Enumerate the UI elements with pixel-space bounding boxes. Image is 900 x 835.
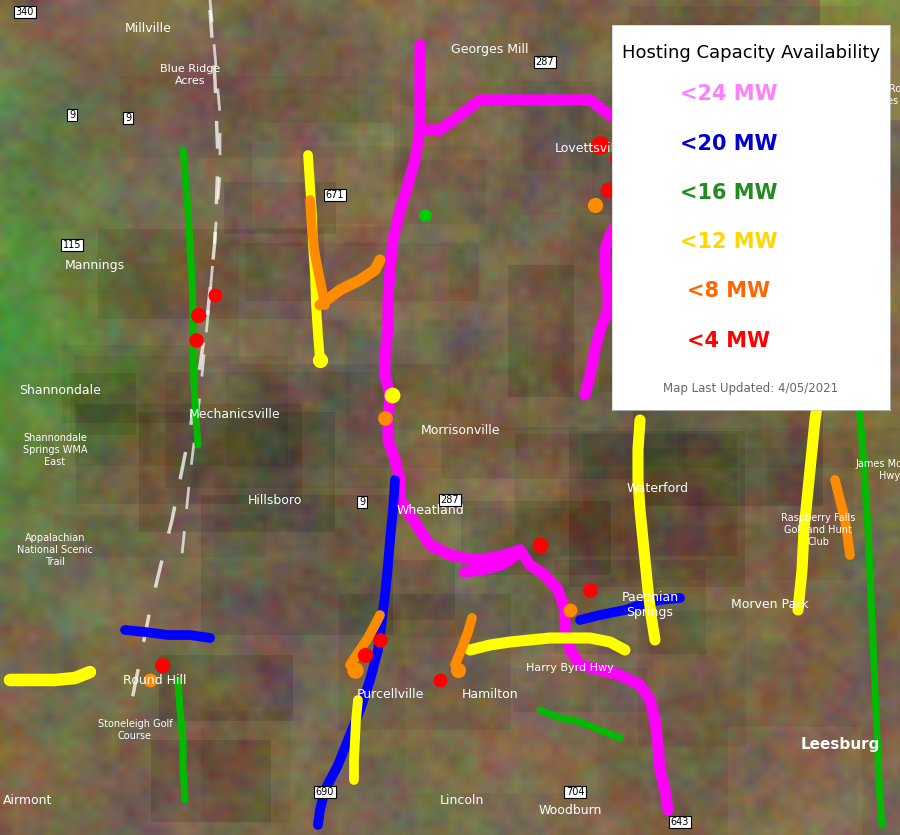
Point xyxy=(378,412,392,425)
Text: 643: 643 xyxy=(670,817,689,827)
Text: Woodburn: Woodburn xyxy=(538,803,602,817)
Text: Shannondale
Springs WMA
East: Shannondale Springs WMA East xyxy=(22,433,87,467)
Text: 287: 287 xyxy=(441,495,459,505)
Text: Lovettsville: Lovettsville xyxy=(554,141,626,154)
Text: 671: 671 xyxy=(326,190,344,200)
Point xyxy=(841,373,855,387)
Text: Lucketts: Lucketts xyxy=(829,358,881,372)
Text: <12 MW: <12 MW xyxy=(680,232,778,252)
Text: Morven Park: Morven Park xyxy=(731,599,809,611)
Point xyxy=(588,199,602,212)
Text: Shannondale: Shannondale xyxy=(19,383,101,397)
Text: Blue Ridge
Acres: Blue Ridge Acres xyxy=(160,64,220,86)
Text: Millville: Millville xyxy=(124,22,171,34)
Point xyxy=(143,673,157,686)
Text: Raspberry Falls
Golf and Hunt
Club: Raspberry Falls Golf and Hunt Club xyxy=(781,514,855,547)
Point xyxy=(189,333,203,347)
Text: 690: 690 xyxy=(316,787,334,797)
Point xyxy=(358,648,373,661)
Text: Lincoln: Lincoln xyxy=(440,793,484,807)
Text: 287: 287 xyxy=(536,57,554,67)
Point xyxy=(155,658,169,671)
Point xyxy=(533,539,547,552)
Point xyxy=(601,184,616,197)
Point xyxy=(583,584,598,597)
Text: Leesburg: Leesburg xyxy=(800,737,879,752)
Point xyxy=(451,663,465,676)
Point xyxy=(562,604,577,617)
Text: <8 MW: <8 MW xyxy=(688,281,770,301)
Text: Airmont: Airmont xyxy=(4,793,53,807)
Text: Mechanicsville: Mechanicsville xyxy=(189,408,281,422)
Text: <24 MW: <24 MW xyxy=(680,84,778,104)
Text: James Monroe
Hwy: James Monroe Hwy xyxy=(856,459,900,481)
Text: Hillsboro: Hillsboro xyxy=(248,493,302,507)
Text: <4 MW: <4 MW xyxy=(688,331,770,351)
Point xyxy=(418,208,432,221)
Text: Appalachian
National Scenic
Trail: Appalachian National Scenic Trail xyxy=(17,534,93,567)
Text: Wheatland: Wheatland xyxy=(396,504,464,517)
Point xyxy=(208,288,222,301)
Text: 9: 9 xyxy=(359,497,365,507)
Point xyxy=(373,633,387,646)
Text: <16 MW: <16 MW xyxy=(680,183,778,203)
Text: <20 MW: <20 MW xyxy=(680,134,778,154)
Point xyxy=(433,673,447,686)
Text: Stoneleigh Golf
Course: Stoneleigh Golf Course xyxy=(98,719,172,741)
Text: Point of Ro...
Estates: Point of Ro... Estates xyxy=(850,84,900,106)
Text: 704: 704 xyxy=(566,787,584,797)
Text: Map Last Updated: 4/05/2021: Map Last Updated: 4/05/2021 xyxy=(663,382,839,395)
Text: Round Hill: Round Hill xyxy=(123,674,187,686)
Text: Mannings: Mannings xyxy=(65,259,125,271)
Point xyxy=(617,169,632,182)
Text: 15: 15 xyxy=(874,257,886,267)
Point xyxy=(385,388,400,402)
Point xyxy=(611,151,625,164)
Text: Hosting Capacity Availability: Hosting Capacity Availability xyxy=(622,44,880,63)
Point xyxy=(191,308,205,321)
Text: 340: 340 xyxy=(16,7,34,17)
Text: Georges Mill: Georges Mill xyxy=(451,43,529,57)
Text: Waterford: Waterford xyxy=(627,482,689,494)
Point xyxy=(347,663,362,676)
Text: Stumptown: Stumptown xyxy=(815,386,886,398)
Point xyxy=(313,353,328,367)
Text: Hamilton: Hamilton xyxy=(462,689,518,701)
Text: 9: 9 xyxy=(125,113,131,123)
Point xyxy=(593,139,608,152)
Text: Paeonian
Springs: Paeonian Springs xyxy=(621,591,679,619)
Text: Harry Byrd Hwy: Harry Byrd Hwy xyxy=(526,663,614,673)
Text: 9: 9 xyxy=(69,110,75,120)
Text: 115: 115 xyxy=(63,240,81,250)
Point xyxy=(845,356,859,369)
Text: Morrisonville: Morrisonville xyxy=(420,423,500,437)
Text: Purcellville: Purcellville xyxy=(356,689,424,701)
